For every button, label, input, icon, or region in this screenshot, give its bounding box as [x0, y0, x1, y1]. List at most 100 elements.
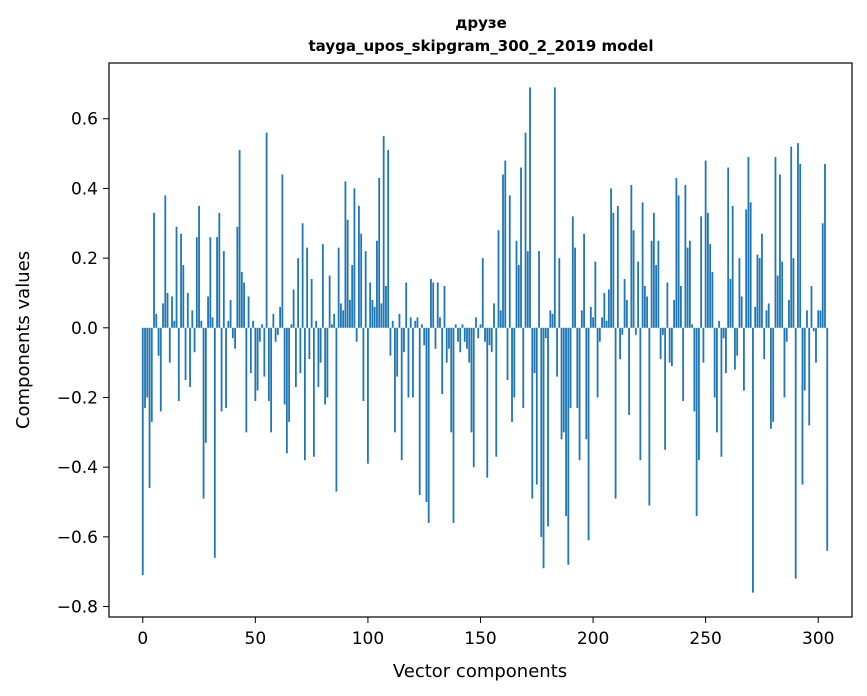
bar-component-137: [450, 327, 453, 433]
bar-component-100: [367, 327, 369, 464]
bar-component-95: [355, 327, 358, 342]
bar-component-204: [601, 317, 603, 328]
bar-component-5: [153, 212, 155, 328]
bar-component-195: [580, 310, 583, 328]
bar-component-236: [673, 299, 676, 328]
bar-component-296: [808, 327, 811, 426]
bar-component-99: [364, 251, 367, 328]
bar-component-282: [776, 275, 779, 328]
bar-component-4: [150, 327, 153, 422]
bar-component-200: [592, 317, 594, 328]
bar-component-227: [652, 212, 655, 328]
bar-component-168: [520, 167, 522, 328]
bar-component-81: [324, 327, 327, 405]
bar-component-114: [398, 313, 401, 328]
bar-component-78: [317, 327, 320, 388]
bar-component-158: [497, 230, 500, 328]
bar-component-169: [522, 327, 525, 408]
bar-component-123: [418, 327, 421, 496]
bar-component-215: [625, 299, 628, 328]
bar-component-19: [184, 327, 187, 381]
bar-component-126: [425, 327, 428, 503]
bar-component-38: [227, 320, 230, 328]
bar-component-142: [461, 324, 464, 328]
bar-component-174: [533, 327, 536, 374]
bar-component-52: [258, 327, 261, 342]
bar-component-83: [328, 275, 331, 328]
bar-component-213: [621, 327, 624, 335]
bar-component-293: [801, 327, 804, 485]
bar-component-22: [191, 310, 194, 328]
bar-component-207: [607, 289, 610, 328]
bar-component-36: [222, 251, 225, 328]
bar-component-226: [650, 240, 653, 328]
bar-component-212: [619, 327, 621, 360]
bar-component-291: [797, 143, 799, 328]
bar-component-121: [414, 320, 417, 328]
bar-component-155: [490, 327, 493, 353]
bar-component-34: [218, 212, 221, 328]
bar-component-140: [457, 327, 459, 342]
bar-component-286: [785, 327, 788, 342]
y-axis-label: Components values: [13, 251, 34, 429]
bar-component-292: [799, 164, 802, 328]
bar-component-201: [594, 261, 597, 328]
bar-component-220: [637, 261, 640, 328]
bar-component-141: [459, 327, 462, 353]
bar-component-122: [416, 317, 419, 328]
bar-component-149: [477, 327, 480, 339]
bar-component-180: [547, 327, 549, 527]
bar-component-199: [589, 306, 592, 328]
bar-component-111: [391, 320, 394, 328]
bar-component-145: [468, 327, 471, 363]
bar-component-163: [508, 195, 511, 328]
bar-component-175: [535, 327, 538, 485]
bar-component-270: [749, 202, 752, 328]
bar-component-222: [641, 202, 644, 328]
bar-component-39: [229, 299, 232, 328]
bar-component-269: [747, 157, 750, 328]
bar-component-151: [481, 258, 484, 328]
bar-component-271: [752, 327, 754, 593]
bar-component-259: [725, 327, 727, 374]
y-tick-label: −0.2: [57, 388, 98, 408]
bar-component-127: [427, 327, 430, 523]
bar-component-77: [315, 320, 318, 328]
bar-component-16: [177, 327, 180, 401]
bar-component-275: [761, 233, 763, 328]
bar-component-279: [770, 327, 772, 429]
bar-component-103: [373, 306, 376, 328]
bar-component-107: [382, 136, 385, 328]
bar-component-65: [288, 327, 291, 422]
bar-component-96: [358, 205, 360, 328]
bar-component-210: [614, 327, 617, 499]
bar-component-214: [623, 279, 626, 328]
y-tick-label: 0.6: [71, 110, 98, 130]
bar-component-101: [369, 282, 372, 328]
bar-component-205: [603, 292, 606, 328]
y-axis-ticks: −0.8 −0.6 −0.4 −0.2 0.0 0.2 0.4 0.6: [57, 110, 109, 618]
bar-component-245: [693, 327, 696, 412]
bar-component-268: [745, 209, 748, 328]
bar-component-233: [666, 282, 669, 328]
bar-component-29: [207, 296, 209, 328]
bar-component-276: [763, 327, 766, 360]
bar-component-304: [826, 327, 829, 551]
bar-component-139: [454, 324, 457, 328]
bar-component-0: [141, 327, 144, 576]
bar-component-48: [249, 327, 252, 374]
bar-component-261: [729, 279, 732, 328]
bar-component-32: [213, 327, 216, 558]
bar-component-85: [333, 313, 336, 328]
bar-component-106: [380, 303, 383, 328]
bar-component-61: [279, 306, 282, 328]
bar-component-284: [781, 261, 784, 328]
bar-component-17: [180, 233, 182, 328]
bar-component-294: [803, 327, 806, 391]
bar-component-173: [531, 327, 534, 499]
bar-component-250: [704, 160, 707, 328]
bar-component-8: [159, 327, 162, 412]
bar-component-223: [643, 285, 646, 328]
bar-component-146: [470, 327, 473, 433]
bar-component-170: [524, 132, 527, 328]
